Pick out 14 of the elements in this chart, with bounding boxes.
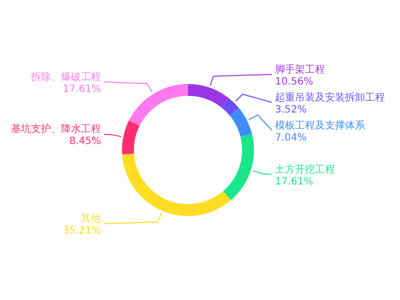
slice-label: 脚手架工程 bbox=[275, 63, 325, 76]
data-label: 35.21% bbox=[62, 226, 101, 237]
slice-label: 基坑支护、降水工程 bbox=[11, 123, 101, 136]
slice-label: 土方开挖工程 bbox=[275, 163, 335, 176]
slice-label: 起重吊装及安装拆卸工程 bbox=[275, 91, 385, 104]
data-label: 8.45% bbox=[69, 136, 101, 148]
data-label: 7.04% bbox=[275, 132, 307, 144]
slice-label: 模板工程及支撑体系 bbox=[275, 119, 365, 132]
slice-label: 拆除、爆破工程 bbox=[30, 70, 101, 83]
data-label: 3.52% bbox=[275, 104, 307, 116]
data-label: 10.56% bbox=[275, 76, 314, 88]
data-label: 17.61% bbox=[62, 84, 101, 95]
slice-label: 其他 bbox=[81, 212, 101, 225]
data-label: 17.61% bbox=[275, 176, 314, 188]
